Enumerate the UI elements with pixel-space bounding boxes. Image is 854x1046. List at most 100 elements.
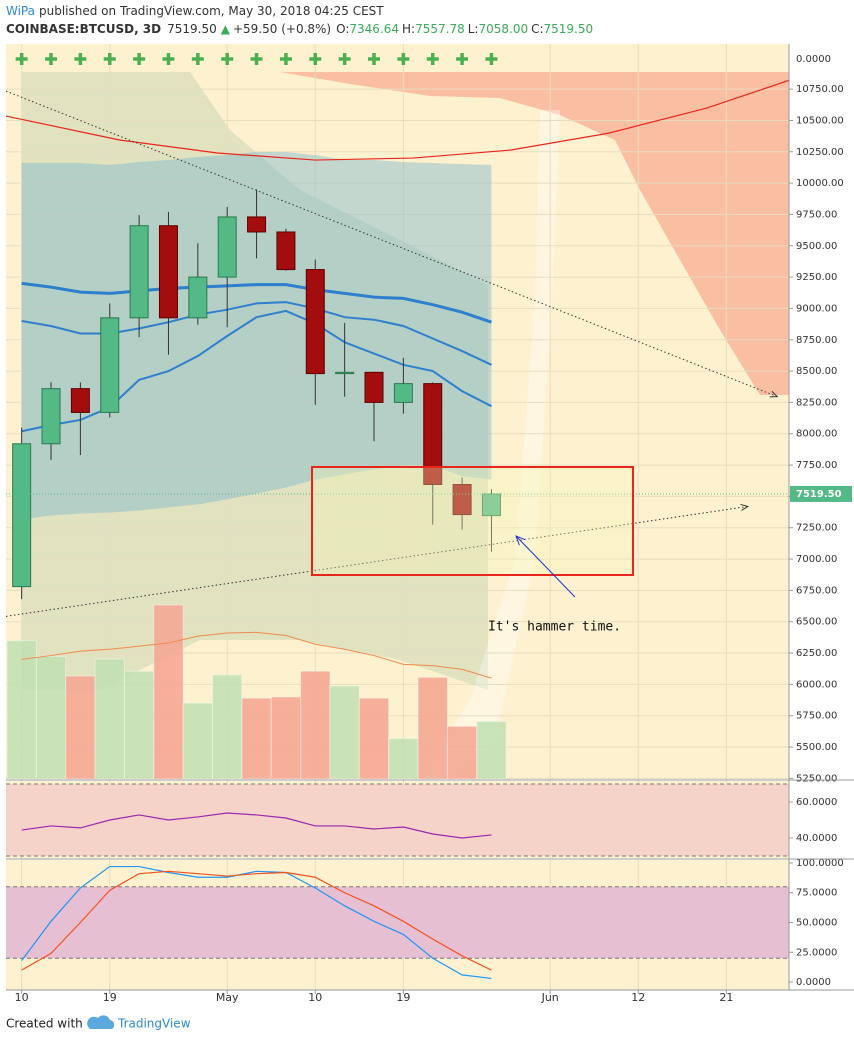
y-tick-label: 9500.00 (796, 241, 837, 252)
signal-marker (15, 53, 28, 65)
pointer-arrow (516, 536, 576, 598)
header-line: WiPa published on TradingView.com, May 30… (6, 4, 384, 18)
signal-marker (279, 53, 292, 65)
brand-logo[interactable] (87, 1015, 115, 1029)
candle-body (276, 231, 296, 271)
data-layer (6, 79, 789, 779)
signal-marker (45, 53, 58, 65)
volume-bar (358, 697, 390, 779)
y-tick-label: 8250.00 (796, 397, 837, 408)
signal-marker (133, 53, 146, 65)
y-tick-label: 9750.00 (796, 209, 837, 220)
volume-bar (476, 720, 507, 779)
red-cloud (280, 72, 789, 395)
series-line (21, 870, 492, 971)
y-tick-label: 5500.00 (796, 742, 837, 753)
highlight-box (311, 466, 634, 576)
y-tick-label: 6500.00 (796, 617, 837, 628)
signal-marker (162, 53, 175, 65)
series-line (21, 812, 492, 839)
volume-bar (241, 697, 272, 779)
change: +59.50 (+0.8%) (233, 22, 331, 36)
volume-bar (153, 604, 184, 779)
volume-bar (65, 675, 96, 779)
candle-body (158, 225, 178, 319)
ohlc-value: 7557.78 (415, 22, 465, 36)
x-tick-label: 10 (15, 991, 29, 1004)
ohlc-value: 7346.64 (349, 22, 399, 36)
grid-layer (6, 44, 789, 990)
price-tag-label: 7519.50 (796, 489, 842, 500)
candle-body (423, 383, 443, 485)
axis-layer: 10 19 May 10 19 Jun 12 21 5250.00 5500.00 5750.00 6… (15, 53, 852, 1004)
y-tick-label: 10500.00 (796, 115, 844, 126)
candle-body (247, 216, 267, 233)
candle-body (188, 276, 208, 319)
signal-marker (74, 53, 87, 65)
ohlc-label: L: (468, 22, 479, 36)
candle-body (364, 371, 384, 403)
y-tick-label: 10750.00 (796, 84, 844, 95)
ohlc-label: H: (402, 22, 415, 36)
published: published on TradingView.com, May 30, 20… (39, 4, 384, 18)
y-tick-label: 25.0000 (796, 947, 837, 958)
x-tick-label: 19 (103, 991, 117, 1004)
volume-bar (212, 674, 243, 779)
ohlc-value: 7519.50 (544, 22, 594, 36)
candle-body (335, 371, 355, 375)
volume-axis-label: 0.0000 (796, 54, 831, 65)
candle-body (41, 388, 61, 445)
series-line (6, 79, 789, 161)
y-tick-label: 10000.00 (796, 178, 844, 189)
volume-bar (6, 640, 37, 779)
price-tag (790, 485, 852, 502)
volume-bar (270, 696, 302, 779)
ohlc-label: C: (531, 22, 543, 36)
volume-bar (417, 676, 448, 779)
series-line (21, 631, 492, 679)
x-tick-label: 19 (396, 991, 410, 1004)
series-line (21, 309, 492, 433)
y-tick-label: 5750.00 (796, 711, 837, 722)
signal-marker (103, 53, 116, 65)
y-tick-label: 8500.00 (796, 366, 837, 377)
y-tick-label: 8000.00 (796, 429, 837, 440)
author[interactable]: WiPa (6, 4, 35, 18)
ohlc-label: O: (336, 22, 349, 36)
signal-marker (221, 53, 234, 65)
osc-band (6, 886, 789, 959)
candle-body (217, 216, 237, 278)
candle-body (129, 225, 149, 319)
osc-band (6, 784, 789, 856)
y-tick-label: 50.0000 (796, 918, 837, 929)
y-tick-label: 9000.00 (796, 303, 837, 314)
x-tick-label: 12 (631, 991, 645, 1004)
signal-marker (191, 53, 204, 65)
logo-cloud[interactable] (87, 1015, 115, 1029)
series-line (21, 281, 492, 324)
y-tick-label: 9250.00 (796, 272, 837, 283)
y-tick-label: 100.0000 (796, 858, 844, 869)
y-tick-label: 8750.00 (796, 335, 837, 346)
candle-body (481, 493, 501, 517)
volume-bar (182, 702, 214, 779)
y-tick-label: 10250.00 (796, 147, 844, 158)
volume-bar (35, 656, 67, 779)
x-tick-label: 21 (719, 991, 733, 1004)
up-icon: ▲ (221, 22, 231, 36)
candle-body (393, 383, 413, 403)
volume-bar (300, 670, 331, 779)
signal-marker (309, 53, 322, 65)
brand-link[interactable]: TradingView (117, 1017, 191, 1031)
trend-line (6, 506, 748, 617)
y-tick-label: 6000.00 (796, 679, 837, 690)
candle-body (70, 388, 90, 413)
volume-bar (94, 658, 125, 779)
volume-bar (123, 670, 155, 779)
volume-bar (388, 738, 419, 779)
lagging-strip (420, 110, 560, 779)
signal-marker (250, 53, 263, 65)
signal-marker (426, 53, 439, 65)
